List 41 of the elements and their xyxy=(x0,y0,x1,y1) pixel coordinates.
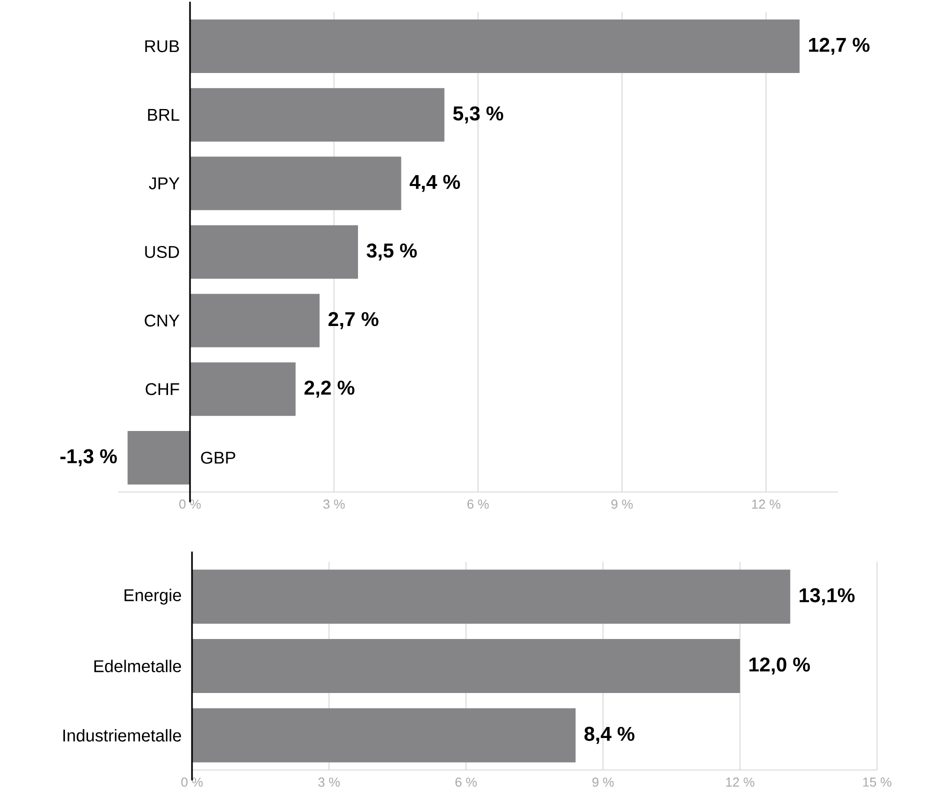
y-tick-label: CNY xyxy=(144,314,180,327)
bar xyxy=(192,638,740,694)
bar xyxy=(190,225,358,279)
y-tick-label: BRL xyxy=(148,109,180,121)
data-label: 12,0 % xyxy=(749,657,810,675)
x-tick-label: 12 % xyxy=(726,778,754,787)
bar xyxy=(192,570,790,624)
data-label: 12,7 % xyxy=(809,38,870,55)
y-tick-label: Energie xyxy=(124,588,182,605)
x-tick-label: 0 % xyxy=(179,500,201,509)
y-tick-label: GBP xyxy=(201,452,236,464)
bar xyxy=(128,430,190,484)
x-tick-label: 9 % xyxy=(592,778,614,787)
x-tick-label: 9 % xyxy=(611,500,633,509)
data-label: 8,4 % xyxy=(584,726,634,744)
x-tick-label: 15 % xyxy=(863,778,892,787)
data-label: 13,1% xyxy=(800,588,855,606)
y-tick-label: RUB xyxy=(145,40,179,52)
bar xyxy=(190,362,296,416)
data-label: 4,4 % xyxy=(410,174,460,192)
bar xyxy=(190,20,800,74)
x-tick-label: 0 % xyxy=(181,778,203,787)
data-label: 2,7 % xyxy=(328,312,378,330)
x-tick-label: 6 % xyxy=(467,500,489,509)
x-tick-label: 6 % xyxy=(455,778,477,787)
data-label: 3,5 % xyxy=(366,243,417,261)
x-tick-label: 3 % xyxy=(318,778,340,787)
y-tick-label: CHF xyxy=(146,383,180,396)
x-tick-label: 3 % xyxy=(323,500,345,509)
data-label: 5,3 % xyxy=(453,106,504,124)
data-label: 2,2 % xyxy=(304,380,354,398)
bar xyxy=(190,294,320,348)
bar xyxy=(190,88,444,142)
data-label: -1,3 % xyxy=(60,449,117,466)
bar xyxy=(192,708,576,762)
y-tick-label: JPY xyxy=(148,177,180,190)
y-tick-label: USD xyxy=(145,246,179,258)
y-tick-label: Industriemetalle xyxy=(63,729,182,742)
x-tick-label: 12 % xyxy=(752,500,780,509)
y-tick-label: Edelmetalle xyxy=(94,660,182,672)
bar xyxy=(190,156,402,210)
